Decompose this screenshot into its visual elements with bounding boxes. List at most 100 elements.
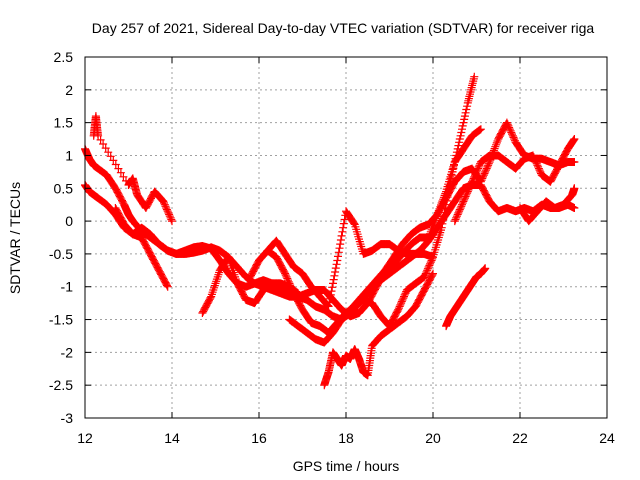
data-point [429, 220, 438, 229]
data-point [439, 195, 448, 204]
data-point [484, 161, 493, 170]
y-tick-label: 0 [65, 213, 73, 229]
data-point [395, 302, 404, 311]
data-point [165, 212, 174, 221]
data-point [454, 208, 463, 217]
data-point [472, 167, 481, 176]
data-point [471, 169, 480, 178]
data-point [436, 202, 445, 211]
data-point [482, 164, 491, 173]
data-point [424, 233, 433, 242]
data-point [334, 248, 343, 257]
data-point [460, 112, 469, 121]
data-point [111, 160, 120, 169]
data-point [458, 125, 466, 134]
x-tick-label: 16 [251, 430, 267, 446]
data-point [336, 236, 345, 244]
data-point [163, 282, 172, 291]
data-point [458, 200, 466, 209]
data-point [430, 218, 439, 227]
data-point [160, 200, 169, 209]
data-point [335, 244, 344, 253]
data-point [429, 253, 437, 262]
data-point [465, 184, 474, 193]
x-tick-label: 18 [338, 430, 354, 446]
data-point [470, 172, 479, 181]
data-point [167, 215, 176, 224]
x-tick-label: 12 [77, 430, 93, 446]
data-point [437, 201, 445, 209]
data-point [286, 281, 295, 290]
data-point [160, 199, 168, 207]
data-point [281, 271, 290, 280]
y-axis-label: SDTVAR / TECUs [7, 182, 23, 294]
data-point [439, 216, 448, 224]
data-point [284, 277, 293, 286]
data-point [325, 298, 334, 307]
data-point [396, 300, 405, 309]
data-point [439, 193, 448, 202]
data-point [286, 282, 295, 291]
data-point [333, 256, 342, 265]
data-point [506, 126, 515, 135]
y-tick-label: 2 [65, 82, 73, 98]
data-point [463, 187, 472, 196]
data-point [428, 271, 437, 279]
data-point [438, 197, 447, 206]
data-point [101, 144, 110, 153]
data-point [457, 128, 466, 137]
data-point [328, 283, 337, 292]
data-point [164, 208, 173, 217]
data-point [162, 281, 171, 290]
data-point [283, 274, 292, 283]
data-point [104, 148, 113, 157]
data-point [492, 140, 501, 149]
x-axis-ticks: 12 14 16 18 20 22 24 [77, 57, 615, 446]
y-tick-label: -0.5 [49, 246, 73, 262]
data-point [285, 279, 294, 288]
y-tick-label: 0.5 [54, 180, 74, 196]
data-point [329, 275, 338, 284]
data-point [463, 102, 472, 111]
data-point [481, 167, 490, 176]
data-point [330, 271, 339, 280]
data-point [456, 204, 465, 212]
data-point [397, 297, 406, 306]
data-point [437, 223, 446, 232]
data-point [281, 269, 290, 278]
data-point [466, 182, 474, 191]
data-point [458, 121, 467, 130]
data-point [468, 177, 477, 186]
data-point [324, 302, 333, 311]
data-point [116, 168, 125, 177]
data-point [426, 259, 435, 268]
data-point [326, 290, 335, 299]
data-point [339, 223, 348, 232]
data-point [455, 205, 464, 214]
y-tick-label: -2.5 [49, 377, 73, 393]
data-point [434, 208, 443, 217]
data-point [490, 144, 499, 153]
data-point [94, 131, 103, 140]
data-point [422, 268, 431, 276]
data-point [433, 210, 442, 219]
data-point [441, 189, 450, 198]
data-point [459, 197, 468, 206]
data-point [466, 181, 475, 189]
data-point [166, 213, 175, 222]
data-point [420, 272, 429, 281]
data-point [570, 158, 579, 166]
data-point [502, 118, 511, 127]
y-tick-label: -1 [61, 279, 74, 295]
data-point [474, 164, 482, 173]
data-point [439, 212, 448, 221]
data-point [476, 125, 485, 134]
x-tick-label: 20 [425, 430, 441, 446]
chart-title: Day 257 of 2021, Sidereal Day-to-day VTE… [92, 20, 595, 36]
data-point [326, 294, 334, 303]
data-point [535, 166, 544, 175]
data-point [119, 172, 128, 181]
data-point [491, 142, 500, 151]
data-point [114, 164, 123, 173]
